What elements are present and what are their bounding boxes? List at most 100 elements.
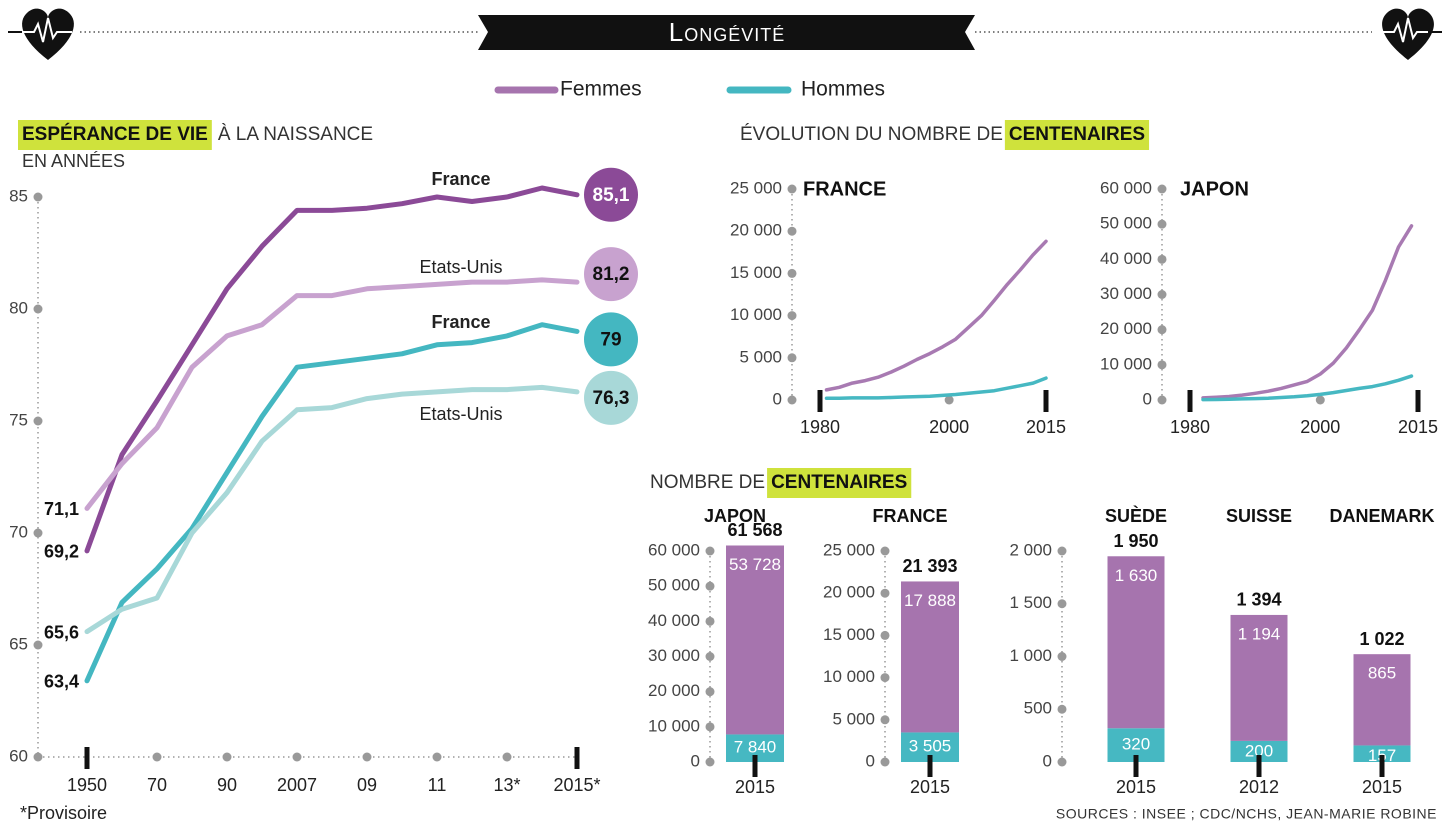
value-label: 71,1 (44, 499, 79, 519)
chart-title: FRANCE (873, 506, 948, 526)
y-tick-label: 25 000 (823, 540, 875, 559)
title-highlight (1004, 120, 1150, 150)
title-part: CENTENAIRES (771, 472, 907, 493)
series-line (1201, 374, 1414, 402)
y-tick-label: 60 (9, 746, 28, 765)
y-tick (1157, 254, 1167, 264)
y-tick-label: 40 000 (1100, 249, 1152, 268)
y-tick-label: 10 000 (648, 716, 700, 735)
value-label: 200 (1245, 741, 1273, 760)
value-label: 7 840 (734, 738, 777, 757)
series-line (1201, 224, 1414, 400)
group-title: SUÈDE (1105, 505, 1167, 526)
y-tick-label: 60 000 (1100, 178, 1152, 197)
heart-icon (8, 8, 74, 60)
y-tick-label: 0 (691, 751, 700, 770)
bar-segment (1353, 745, 1411, 762)
value-label: 63,4 (44, 672, 79, 692)
y-tick-label: 85 (9, 186, 28, 205)
x-tick-label: 11 (428, 775, 447, 795)
bar-segment (726, 545, 784, 735)
value-label: 17 888 (904, 591, 956, 610)
value-label: 53 728 (729, 555, 781, 574)
page-title: Longévité (669, 17, 785, 47)
series-label: Etats-Unis (419, 404, 502, 424)
y-tick-label: 0 (1043, 751, 1052, 770)
series-line (824, 239, 1048, 392)
y-tick (1157, 325, 1167, 335)
chart-subtitle: EN ANNÉES (22, 151, 125, 171)
series-line (84, 322, 580, 684)
y-tick-label: 1 500 (1009, 593, 1052, 612)
y-tick-label: 5 000 (739, 347, 782, 366)
y-tick (787, 395, 797, 405)
y-tick-label: 40 000 (648, 611, 700, 630)
y-tick-label: 65 (9, 634, 28, 653)
header: Longévité (8, 8, 1442, 60)
bar-segment (1107, 556, 1165, 729)
y-tick-label: 20 000 (823, 583, 875, 602)
total-label: 61 568 (727, 520, 782, 540)
x-tick (432, 752, 442, 762)
y-tick-label: 0 (1143, 389, 1152, 408)
y-tick (1057, 652, 1067, 661)
y-tick-label: 30 000 (1100, 284, 1152, 303)
y-tick-label: 0 (866, 751, 875, 770)
group-title: DANEMARK (1330, 506, 1435, 526)
y-tick (787, 353, 797, 363)
x-tick (84, 747, 90, 769)
x-tick-label: 2012 (1239, 777, 1279, 797)
x-tick (927, 755, 933, 777)
y-tick (880, 630, 890, 640)
x-tick-label: 90 (217, 775, 237, 795)
x-tick (152, 752, 162, 762)
y-tick-label: 10 000 (1100, 354, 1152, 373)
y-tick-label: 50 000 (1100, 214, 1152, 233)
x-tick-label: 2015 (735, 777, 775, 797)
series-line (84, 277, 580, 511)
y-tick (705, 687, 715, 697)
x-tick (222, 752, 232, 762)
y-tick (1057, 704, 1067, 714)
y-tick-label: 1 000 (1009, 646, 1052, 665)
y-tick-label: 10 000 (730, 305, 782, 324)
y-tick-label: 500 (1024, 699, 1052, 718)
y-tick-label: 15 000 (730, 263, 782, 282)
y-tick (787, 184, 797, 194)
y-tick (1057, 546, 1067, 556)
y-tick (705, 616, 715, 626)
bar-segment (1230, 740, 1288, 762)
x-tick-label: 2015* (553, 775, 600, 795)
x-tick-label: 13* (493, 775, 520, 795)
y-tick (787, 226, 797, 236)
y-tick (787, 311, 797, 321)
y-tick (1157, 290, 1167, 299)
y-tick (705, 652, 715, 661)
value-label-bg (584, 370, 638, 425)
x-tick (1415, 390, 1421, 412)
chart-title: JAPON (704, 506, 766, 526)
y-tick-label: 20 000 (648, 681, 700, 700)
x-tick-label: 2000 (929, 417, 969, 437)
y-tick (705, 581, 715, 591)
y-tick (1157, 395, 1167, 405)
y-tick (1157, 219, 1167, 229)
x-tick (944, 395, 954, 405)
y-tick-label: 25 000 (730, 178, 782, 197)
value-label-bg (584, 167, 638, 222)
value-label: 1 194 (1238, 624, 1281, 643)
y-tick (1057, 757, 1067, 767)
value-label: 865 (1368, 664, 1396, 683)
total-label: 1 394 (1236, 590, 1281, 610)
y-tick-label: 80 (9, 298, 28, 317)
x-tick-label: 2015 (1362, 777, 1402, 797)
y-tick (33, 304, 43, 314)
y-tick (787, 268, 797, 278)
series-line (824, 376, 1048, 401)
x-tick-label: 2015 (1398, 417, 1438, 437)
value-label: 3 505 (909, 737, 952, 756)
title-part: ESPÉRANCE DE VIE (22, 123, 208, 145)
x-tick (1256, 755, 1262, 777)
y-tick (880, 757, 890, 767)
